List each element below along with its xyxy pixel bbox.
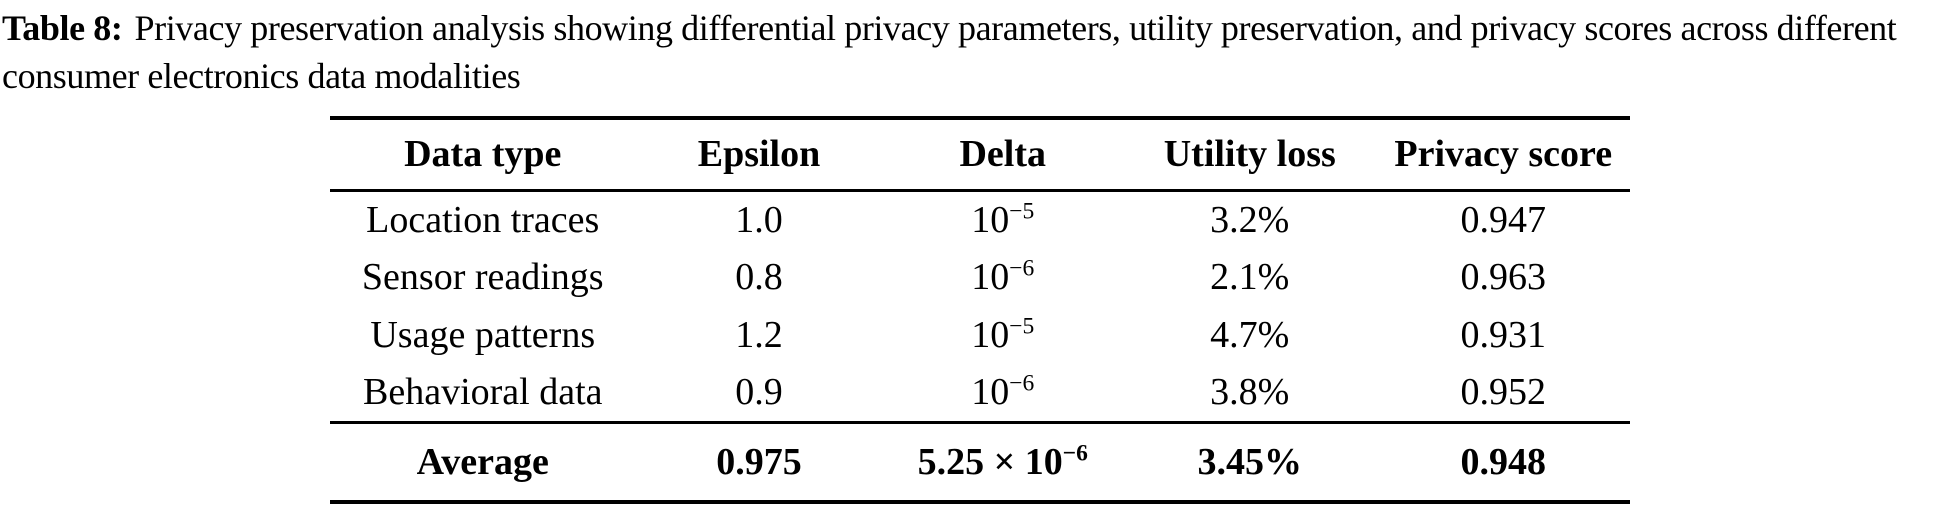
caption-label: Table 8: — [2, 8, 123, 48]
average-privacy-score-cell: 0.948 — [1376, 420, 1630, 504]
delta-base: 10 — [971, 198, 1010, 241]
epsilon-cell: 1.0 — [735, 198, 783, 241]
delta-cell: 10−6 — [883, 248, 1124, 306]
privacy-score-cell: 0.963 — [1460, 256, 1547, 298]
average-delta-cell: 5.25 × 10−6 — [882, 420, 1123, 504]
table-row: Behavioral data 0.9 10−6 3.8% 0.952 — [330, 364, 1630, 422]
table-row: Location traces 1.0 10−5 3.2% 0.947 — [330, 190, 1630, 248]
epsilon-cell: 0.8 — [735, 256, 783, 298]
delta-cell: 10−6 — [883, 364, 1124, 422]
utility-loss-cell: 3.2% — [1210, 198, 1290, 241]
column-header-delta: Delta — [882, 116, 1123, 192]
delta-base: 10 — [971, 256, 1010, 298]
delta-base: 10 — [971, 371, 1010, 414]
data-type-cell: Behavioral data — [362, 371, 603, 414]
table-row: Sensor readings 0.8 10−6 2.1% 0.963 — [330, 248, 1630, 306]
column-header-privacy-score: Privacy score — [1376, 116, 1630, 192]
average-utility-loss-cell: 3.45% — [1123, 420, 1377, 504]
delta-cell: 10−5 — [883, 306, 1124, 364]
delta-exponent: −5 — [1009, 198, 1035, 225]
delta-exponent: −6 — [1062, 440, 1088, 467]
epsilon-cell: 1.2 — [735, 314, 783, 356]
column-header-utility-loss: Utility loss — [1123, 116, 1377, 192]
average-row: Average 0.975 5.25 × 10−6 3.45% 0.948 — [330, 420, 1630, 504]
privacy-score-cell: 0.931 — [1460, 314, 1547, 356]
header-row: Data type Epsilon Delta Utility loss Pri… — [330, 116, 1630, 192]
data-type-cell: Location traces — [366, 198, 600, 241]
data-type-cell: Usage patterns — [370, 314, 596, 356]
utility-loss-cell: 4.7% — [1210, 314, 1290, 356]
delta-cell: 10−5 — [883, 190, 1124, 248]
privacy-analysis-table: Data type Epsilon Delta Utility loss Pri… — [330, 116, 1630, 504]
delta-base: 5.25 × 10 — [917, 440, 1063, 483]
data-type-cell: Sensor readings — [361, 256, 604, 298]
utility-loss-cell: 2.1% — [1210, 256, 1290, 298]
column-header-data-type: Data type — [330, 116, 636, 192]
table-caption: Table 8: Privacy preservation analysis sh… — [0, 0, 1954, 100]
delta-exponent: −6 — [1009, 255, 1035, 282]
table-header: Data type Epsilon Delta Utility loss Pri… — [330, 116, 1630, 192]
delta-exponent: −5 — [1009, 313, 1035, 340]
delta-base: 10 — [971, 314, 1010, 356]
privacy-score-cell: 0.952 — [1460, 371, 1547, 414]
table-footer: Average 0.975 5.25 × 10−6 3.45% 0.948 — [330, 420, 1630, 504]
table-row: Usage patterns 1.2 10−5 4.7% 0.931 — [330, 306, 1630, 364]
delta-exponent: −6 — [1009, 370, 1035, 397]
average-label-cell: Average — [330, 420, 636, 504]
privacy-score-cell: 0.947 — [1460, 198, 1547, 241]
average-epsilon-cell: 0.975 — [635, 420, 883, 504]
utility-loss-cell: 3.8% — [1210, 371, 1290, 414]
epsilon-cell: 0.9 — [735, 371, 783, 414]
table-body: Location traces 1.0 10−5 3.2% 0.947 Sens… — [330, 190, 1630, 422]
column-header-epsilon: Epsilon — [635, 116, 883, 192]
caption-text: Privacy preservation analysis showing di… — [2, 8, 1897, 96]
